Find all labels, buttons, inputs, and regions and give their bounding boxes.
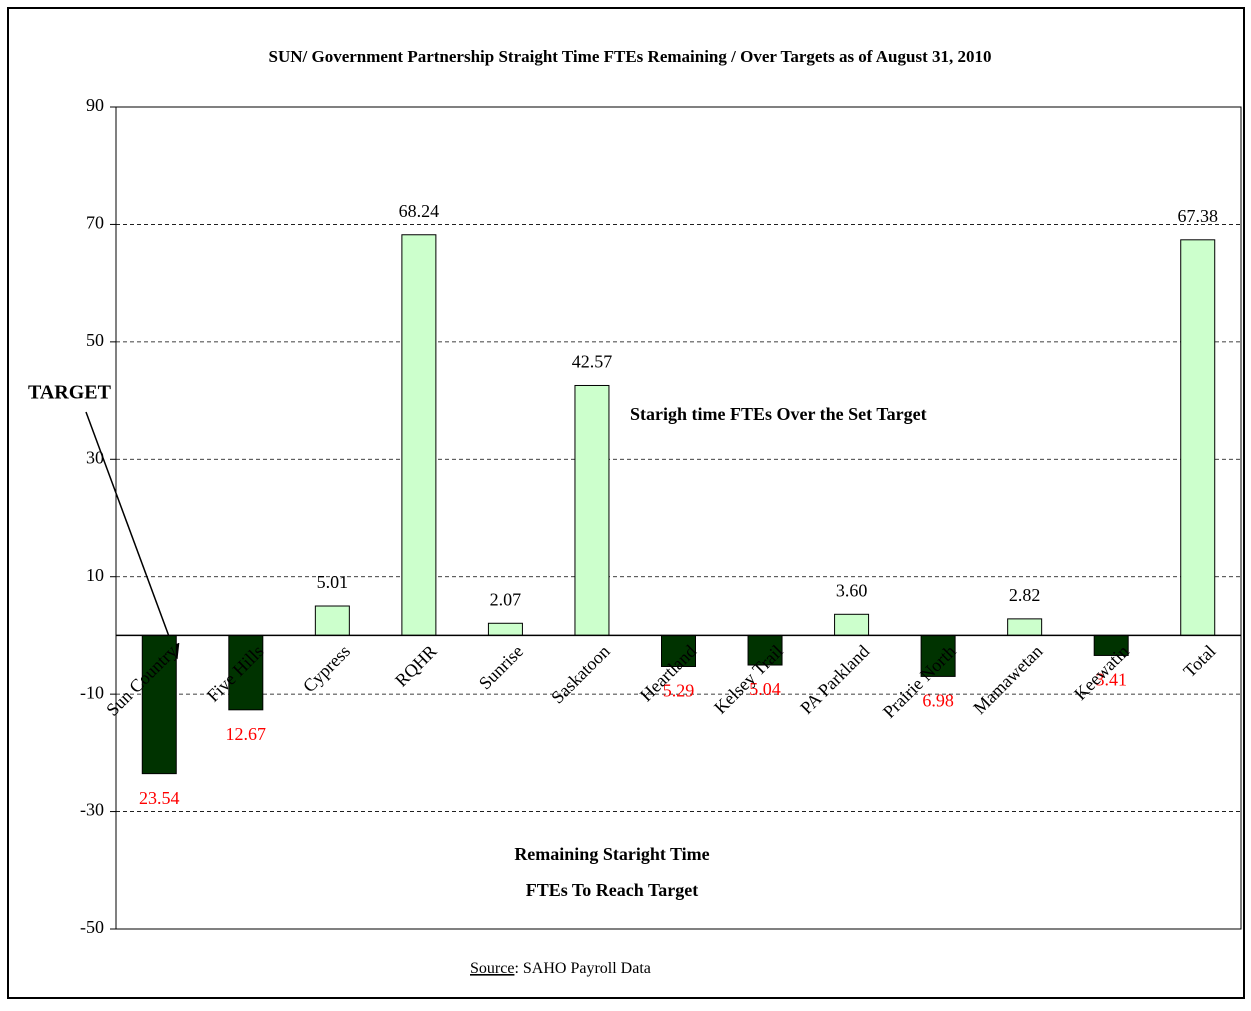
bar bbox=[314, 605, 350, 636]
x-tick-label: Mamawetan bbox=[969, 641, 1046, 718]
arrow bbox=[85, 411, 180, 660]
bar bbox=[1180, 239, 1216, 636]
annotation: Remaining Staright Time bbox=[514, 844, 709, 864]
value-label: 2.82 bbox=[1009, 585, 1041, 605]
bar bbox=[920, 634, 956, 677]
value-label: 5.29 bbox=[663, 681, 695, 701]
bar bbox=[1007, 618, 1043, 636]
x-tick-label: Saskatoon bbox=[547, 641, 613, 707]
source-label: Source bbox=[470, 960, 514, 977]
bar bbox=[574, 384, 610, 636]
x-tick-label: RQHR bbox=[391, 641, 441, 691]
y-tick-label: 90 bbox=[86, 95, 104, 115]
x-tick-label: PA Parkland bbox=[796, 641, 873, 718]
value-label: 2.07 bbox=[490, 589, 522, 609]
value-label: 23.54 bbox=[139, 788, 180, 808]
value-label: 12.67 bbox=[226, 724, 267, 744]
y-tick-label: -10 bbox=[80, 682, 104, 702]
plot-frame bbox=[115, 106, 1242, 930]
source: Source: SAHO Payroll Data bbox=[470, 960, 651, 977]
y-tick-label: 30 bbox=[86, 447, 104, 467]
value-label: 5.01 bbox=[317, 572, 349, 592]
y-tick-label: 70 bbox=[86, 213, 104, 233]
y-tick-label: -50 bbox=[80, 917, 104, 937]
value-label: 68.24 bbox=[399, 201, 440, 221]
frame bbox=[7, 7, 1245, 999]
x-tick-label: Total bbox=[1179, 641, 1219, 681]
bar bbox=[747, 634, 783, 666]
chart-title: SUN/ Government Partnership Straight Tim… bbox=[269, 47, 992, 66]
bar bbox=[834, 613, 870, 636]
bar bbox=[487, 622, 523, 636]
y-tick-label: 50 bbox=[86, 330, 104, 350]
value-label: 42.57 bbox=[572, 352, 613, 372]
x-tick-label: Cypress bbox=[299, 641, 354, 696]
value-label: 3.60 bbox=[836, 580, 868, 600]
bar bbox=[401, 234, 437, 636]
annotation: FTEs To Reach Target bbox=[526, 880, 699, 900]
x-tick-label: Sunrise bbox=[475, 641, 527, 693]
bar bbox=[141, 634, 177, 775]
y-tick-label: 10 bbox=[86, 565, 104, 585]
y-tick-label: -30 bbox=[80, 800, 104, 820]
value-label: 3.41 bbox=[1095, 670, 1127, 690]
value-label: 67.38 bbox=[1177, 206, 1218, 226]
value-label: 5.04 bbox=[749, 679, 781, 699]
value-label: 6.98 bbox=[922, 691, 954, 711]
annotation: TARGET bbox=[28, 382, 112, 404]
bar bbox=[661, 634, 696, 667]
source-text: : SAHO Payroll Data bbox=[514, 960, 650, 977]
annotation: Starigh time FTEs Over the Set Target bbox=[630, 404, 927, 424]
bar bbox=[228, 634, 264, 711]
